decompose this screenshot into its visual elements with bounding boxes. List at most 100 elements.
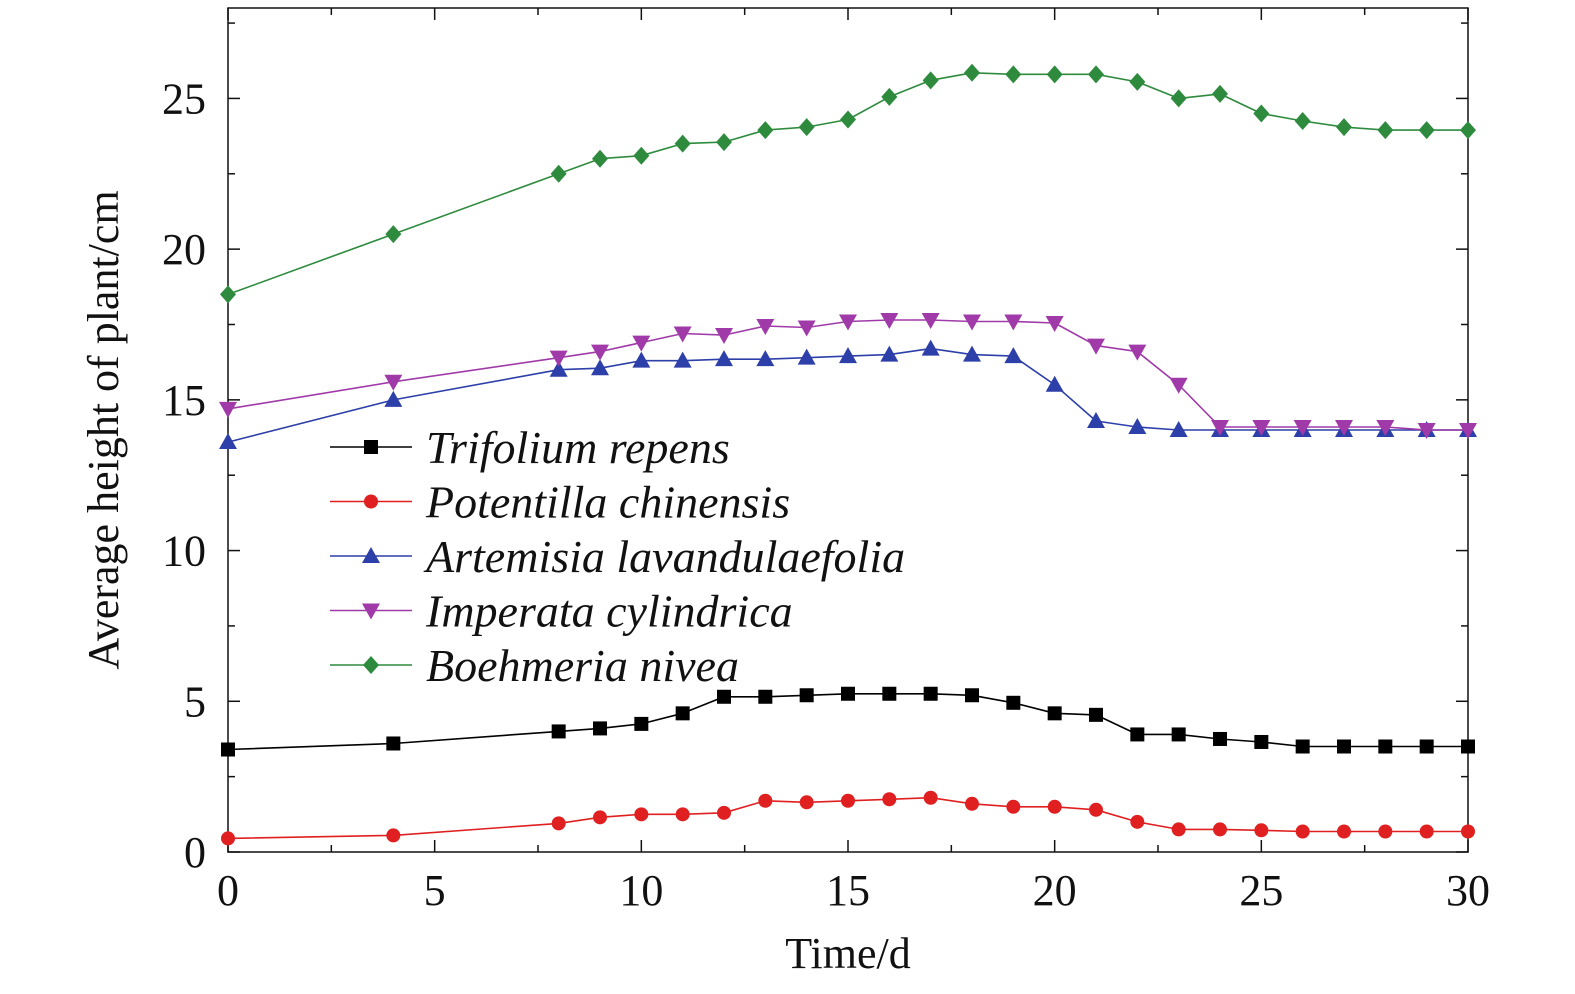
data-point xyxy=(1130,814,1145,829)
data-point xyxy=(1254,734,1269,749)
y-tick-label: 15 xyxy=(162,376,206,425)
data-point xyxy=(715,350,733,367)
data-point xyxy=(633,146,650,165)
legend-label: Boehmeria nivea xyxy=(426,640,739,691)
data-point xyxy=(221,831,235,846)
series-boehmeria-nivea xyxy=(220,63,1476,304)
data-point xyxy=(922,71,939,90)
data-point xyxy=(1045,375,1064,392)
x-tick-label: 10 xyxy=(619,866,663,915)
data-point xyxy=(1212,84,1228,103)
data-point xyxy=(1335,419,1353,436)
data-point xyxy=(675,706,690,721)
data-point xyxy=(549,350,568,367)
data-point xyxy=(1128,417,1147,434)
data-point xyxy=(923,686,938,701)
data-point xyxy=(1376,419,1395,436)
data-point xyxy=(675,807,690,822)
data-point xyxy=(1254,823,1269,838)
x-tick-label: 20 xyxy=(1033,866,1077,915)
data-point xyxy=(756,319,775,336)
data-point xyxy=(1004,314,1023,331)
data-point xyxy=(1337,739,1351,754)
legend-marker xyxy=(364,440,378,454)
data-point xyxy=(841,686,855,701)
data-point xyxy=(1419,824,1434,839)
y-tick-label: 25 xyxy=(162,74,206,123)
data-point xyxy=(882,686,897,701)
legend-item: Trifolium repens xyxy=(330,422,730,473)
data-point xyxy=(1046,65,1063,84)
data-point xyxy=(634,716,649,731)
series-line xyxy=(227,692,1468,751)
data-point xyxy=(551,724,566,739)
x-axis-label: Time/d xyxy=(785,929,911,978)
legend-item: Imperata cylindrica xyxy=(330,586,793,637)
series-potentilla-chinensis xyxy=(221,790,1475,846)
data-point xyxy=(1459,423,1477,439)
data-point xyxy=(1171,822,1186,837)
data-point xyxy=(591,344,609,361)
data-point xyxy=(1419,739,1434,754)
data-point xyxy=(1460,121,1476,140)
legend-label: Potentilla chinensis xyxy=(425,477,790,528)
data-point xyxy=(221,742,235,757)
data-point xyxy=(882,792,897,807)
data-point xyxy=(1128,344,1147,361)
data-point xyxy=(219,401,237,418)
data-point xyxy=(1047,799,1062,814)
legend-item: Potentilla chinensis xyxy=(330,477,790,528)
data-point xyxy=(632,335,651,352)
y-axis: 0 5 10 15 20 25 xyxy=(162,22,1468,877)
data-point xyxy=(1294,112,1311,131)
legend-marker xyxy=(362,547,380,563)
data-point xyxy=(1253,104,1270,123)
data-point xyxy=(715,328,733,345)
data-point xyxy=(1130,727,1145,742)
data-point xyxy=(717,805,731,820)
data-point xyxy=(1378,824,1393,839)
data-point xyxy=(1295,824,1310,839)
data-point xyxy=(1295,739,1310,754)
data-point xyxy=(1088,65,1104,84)
data-point xyxy=(1006,799,1021,814)
data-point xyxy=(1293,419,1312,436)
data-point xyxy=(1213,731,1227,746)
data-point xyxy=(1252,419,1271,436)
series-line xyxy=(227,319,1468,431)
x-tick-label: 25 xyxy=(1239,866,1283,915)
data-point xyxy=(550,164,567,183)
data-point xyxy=(1129,72,1146,91)
data-point xyxy=(963,345,981,362)
series-imperata-cylindrica xyxy=(219,312,1477,439)
data-point xyxy=(717,689,731,704)
data-point xyxy=(716,133,732,152)
data-point xyxy=(384,390,403,407)
data-point xyxy=(1171,727,1186,742)
series-layer xyxy=(219,63,1477,846)
legend-item: Artemisia lavandulaefolia xyxy=(330,531,905,582)
data-point xyxy=(593,721,607,736)
data-point xyxy=(1087,338,1105,355)
data-point xyxy=(840,110,856,129)
data-point xyxy=(1211,419,1229,436)
data-point xyxy=(880,345,899,362)
data-point xyxy=(756,350,775,367)
data-point xyxy=(1461,739,1475,754)
data-point xyxy=(386,828,401,843)
data-point xyxy=(1004,347,1023,364)
data-point xyxy=(673,351,692,368)
x-tick-label: 0 xyxy=(217,866,239,915)
data-point xyxy=(1169,421,1188,437)
legend-label: Trifolium repens xyxy=(426,422,730,473)
data-point xyxy=(634,807,649,822)
data-point xyxy=(757,121,774,140)
data-point xyxy=(549,360,568,377)
data-point xyxy=(632,351,651,368)
data-point xyxy=(1377,121,1394,140)
legend-marker xyxy=(364,494,378,509)
legend-label: Imperata cylindrica xyxy=(425,586,793,637)
data-point xyxy=(385,225,402,244)
data-point xyxy=(1169,377,1188,394)
